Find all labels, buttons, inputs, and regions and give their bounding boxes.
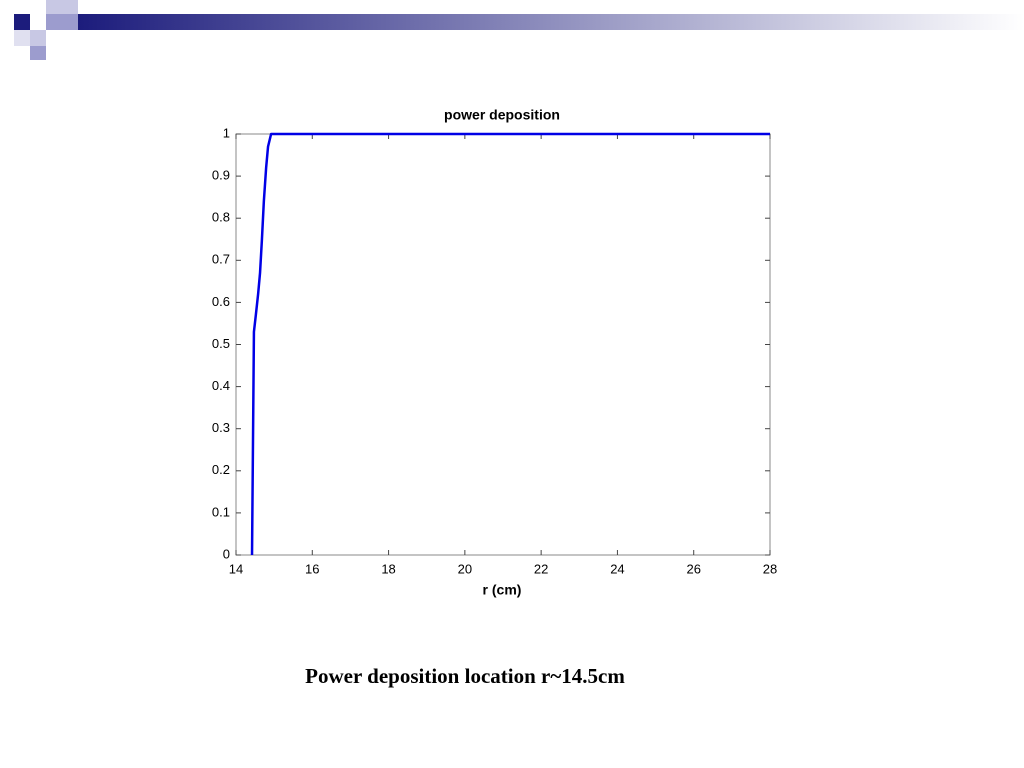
x-tick-label: 14 <box>229 561 243 576</box>
y-tick-label: 0.8 <box>212 210 230 225</box>
y-tick-label: 1 <box>223 125 230 140</box>
y-tick-label: 0.6 <box>212 294 230 309</box>
x-axis-label: r (cm) <box>483 582 522 598</box>
x-tick-label: 24 <box>610 561 624 576</box>
x-tick-label: 18 <box>381 561 395 576</box>
y-tick-label: 0 <box>223 546 230 561</box>
y-tick-label: 0.3 <box>212 420 230 435</box>
y-tick-label: 0.4 <box>212 378 230 393</box>
deco-square <box>30 30 46 46</box>
x-tick-label: 22 <box>534 561 548 576</box>
y-tick-label: 0.2 <box>212 462 230 477</box>
x-tick-label: 16 <box>305 561 319 576</box>
plot-frame <box>235 133 771 556</box>
deco-square <box>46 0 62 16</box>
deco-square <box>14 30 30 46</box>
y-tick-label: 0.5 <box>212 336 230 351</box>
deco-square <box>30 46 46 60</box>
x-tick-label: 26 <box>686 561 700 576</box>
x-tick-label: 28 <box>763 561 777 576</box>
caption: Power deposition location r~14.5cm <box>305 664 625 688</box>
x-tick-label: 20 <box>458 561 472 576</box>
deco-square <box>62 0 78 16</box>
deco-square <box>14 14 30 30</box>
chart-title: power deposition <box>444 107 560 123</box>
data-line <box>250 132 770 556</box>
y-tick-label: 0.7 <box>212 252 230 267</box>
deco-square <box>46 14 78 30</box>
header-bar <box>78 14 1024 30</box>
y-tick-label: 0.1 <box>212 504 230 519</box>
y-tick-label: 0.9 <box>212 168 230 183</box>
